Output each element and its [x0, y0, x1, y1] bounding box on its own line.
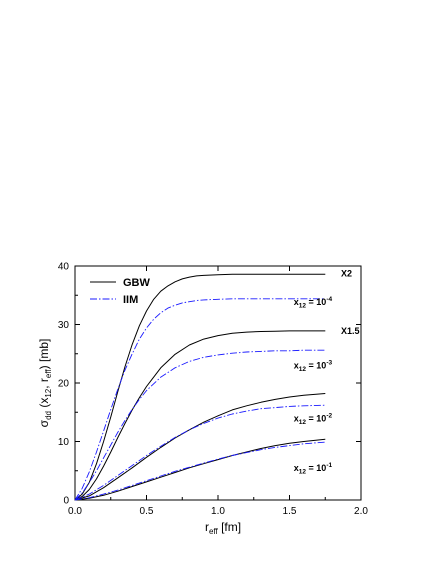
legend-label: IIM	[123, 294, 138, 306]
series-line-gbw	[74, 438, 326, 501]
legend-label: GBW	[123, 277, 151, 289]
curve-label: x12 = 10-2	[294, 413, 333, 427]
y-axis-label: σdd (x12, reff) [mb]	[37, 339, 53, 428]
curve-label: x12 = 10-4	[294, 296, 333, 310]
y-tick-label: 30	[58, 320, 70, 331]
y-tick-label: 10	[58, 437, 70, 448]
curve-label: x12 = 10-3	[294, 359, 333, 373]
x-axis-label: reff [fm]	[205, 520, 241, 536]
x-tick-label: 0.0	[68, 506, 82, 517]
ticks-layer: 0.0 0.5 1.0 1.5 2.0 0 10 20 30 40	[58, 262, 369, 518]
series-line-gbw	[74, 273, 326, 501]
x-tick-label: 1.5	[283, 506, 297, 517]
y-tick-label: 40	[58, 262, 70, 273]
x-tick-label: 1.0	[211, 506, 225, 517]
y-tick-label: 20	[58, 379, 70, 390]
labels-layer: X2 X1.5 x12 = 10-4 x12 = 10-3 x12 = 10-2 x12 …	[294, 269, 360, 476]
series-line-iim	[74, 441, 326, 501]
series-line-gbw	[74, 330, 326, 501]
scale-annotation: X1.5	[341, 326, 360, 336]
series-line-gbw	[74, 393, 326, 501]
scale-annotation: X2	[341, 269, 352, 279]
y-tick-label: 0	[63, 496, 69, 507]
series-line-iim	[74, 298, 326, 501]
series-line-iim	[74, 404, 326, 501]
series-line-iim	[74, 349, 326, 501]
x-tick-label: 2.0	[354, 506, 368, 517]
curve-label: x12 = 10-1	[294, 462, 333, 476]
legend: GBW IIM	[90, 277, 151, 306]
x-tick-label: 0.5	[140, 506, 154, 517]
series-layer	[74, 273, 326, 501]
